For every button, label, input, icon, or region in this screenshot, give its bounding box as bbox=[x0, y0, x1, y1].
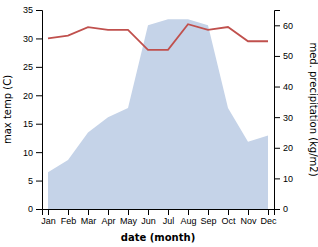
y2-axis-line bbox=[275, 11, 281, 210]
tick: 30 bbox=[23, 34, 42, 44]
tick: 20 bbox=[274, 143, 293, 153]
tick: Oct bbox=[221, 209, 236, 226]
tick: Dec bbox=[260, 209, 277, 226]
tick-mark bbox=[36, 10, 42, 11]
tick-mark bbox=[88, 209, 89, 215]
tick-mark bbox=[36, 209, 42, 210]
tick-label: Jul bbox=[163, 216, 175, 226]
tick-label: Jan bbox=[41, 216, 56, 226]
tick-label: Mar bbox=[81, 216, 97, 226]
tick: 25 bbox=[23, 62, 42, 72]
tick-label: 25 bbox=[23, 62, 33, 72]
tick-label: 60 bbox=[283, 21, 293, 31]
tick-label: 15 bbox=[23, 119, 33, 129]
tick-mark bbox=[274, 25, 280, 26]
tick-mark bbox=[268, 209, 269, 215]
tick-mark bbox=[274, 56, 280, 57]
tick: 20 bbox=[23, 91, 42, 101]
tick-label: 50 bbox=[283, 51, 293, 61]
tick: 5 bbox=[28, 176, 42, 186]
tick-label: 5 bbox=[28, 176, 33, 186]
tick: Apr bbox=[101, 209, 115, 226]
tick-mark bbox=[274, 178, 280, 179]
tick: Feb bbox=[61, 209, 77, 226]
tick-mark bbox=[208, 209, 209, 215]
tick-label: Apr bbox=[101, 216, 115, 226]
x-axis-line bbox=[43, 210, 275, 216]
tick-mark bbox=[274, 148, 280, 149]
tick-label: 10 bbox=[283, 174, 293, 184]
tick: Aug bbox=[180, 209, 196, 226]
tick-mark bbox=[36, 124, 42, 125]
tick-mark bbox=[36, 152, 42, 153]
tick: Mar bbox=[81, 209, 97, 226]
tick-mark bbox=[128, 209, 129, 215]
tick-label: Feb bbox=[61, 216, 77, 226]
tick: Sep bbox=[200, 209, 216, 226]
tick-label: 20 bbox=[23, 91, 33, 101]
tick-label: 20 bbox=[283, 143, 293, 153]
tick-mark bbox=[274, 117, 280, 118]
tick: 60 bbox=[274, 21, 293, 31]
tick: 0 bbox=[274, 204, 288, 214]
y-axis-line bbox=[36, 11, 43, 210]
tick-label: Jun bbox=[141, 216, 156, 226]
tick-label: Aug bbox=[180, 216, 196, 226]
y-axis: 0 5 10 15 20 25 30 35 bbox=[23, 5, 43, 214]
tick-label: 40 bbox=[283, 82, 293, 92]
tick-mark bbox=[228, 209, 229, 215]
tick-mark bbox=[68, 209, 69, 215]
tick-label: Dec bbox=[260, 216, 277, 226]
line bbox=[48, 24, 268, 50]
tick-mark bbox=[36, 95, 42, 96]
tick: Jun bbox=[141, 209, 156, 226]
y2-axis-title: med. precipitation (kg/m2) bbox=[308, 42, 318, 176]
tick-mark bbox=[248, 209, 249, 215]
tick-mark bbox=[36, 181, 42, 182]
tick-mark bbox=[188, 209, 189, 215]
tick: Jul bbox=[163, 209, 175, 226]
y-axis-title: max temp (C) bbox=[2, 75, 13, 144]
tick-mark bbox=[148, 209, 149, 215]
tick-label: Sep bbox=[200, 216, 216, 226]
plot-area: Jan Feb Mar Apr MayJun Jul Aug Sep Oct NovDec 0 5 10… bbox=[23, 5, 293, 226]
tick-mark bbox=[36, 38, 42, 39]
tick-label: 0 bbox=[283, 204, 288, 214]
tick: 35 bbox=[23, 5, 42, 15]
tick: 15 bbox=[23, 119, 42, 129]
tick: Jan bbox=[41, 209, 56, 226]
tick-label: 30 bbox=[283, 113, 293, 123]
tick: 10 bbox=[274, 174, 293, 184]
tick-mark bbox=[274, 87, 280, 88]
marks bbox=[48, 19, 268, 209]
tick: 40 bbox=[274, 82, 293, 92]
x-axis-title: date (month) bbox=[121, 232, 195, 243]
tick-label: Nov bbox=[240, 216, 257, 226]
tick: May bbox=[120, 209, 138, 226]
tick-label: 35 bbox=[23, 5, 33, 15]
tick: 10 bbox=[23, 148, 42, 158]
tick-label: Oct bbox=[221, 216, 236, 226]
tick-mark bbox=[48, 209, 49, 215]
tick-label: 30 bbox=[23, 34, 33, 44]
x-axis: Jan Feb Mar Apr MayJun Jul Aug Sep Oct NovDec bbox=[41, 209, 277, 226]
tick-mark bbox=[274, 209, 280, 210]
tick: 0 bbox=[28, 204, 42, 214]
chart: Jan Feb Mar Apr MayJun Jul Aug Sep Oct NovDec 0 5 10… bbox=[0, 0, 318, 247]
area bbox=[48, 19, 268, 209]
tick: Nov bbox=[240, 209, 257, 226]
tick-mark bbox=[168, 209, 169, 215]
tick-label: 0 bbox=[28, 204, 33, 214]
tick-label: 10 bbox=[23, 148, 33, 158]
tick-mark bbox=[108, 209, 109, 215]
tick-mark bbox=[36, 67, 42, 68]
y2-axis: 0 10 20 30 40 50 60 bbox=[274, 11, 293, 215]
tick: 50 bbox=[274, 51, 293, 61]
tick: 30 bbox=[274, 113, 293, 123]
tick-label: May bbox=[120, 216, 138, 226]
